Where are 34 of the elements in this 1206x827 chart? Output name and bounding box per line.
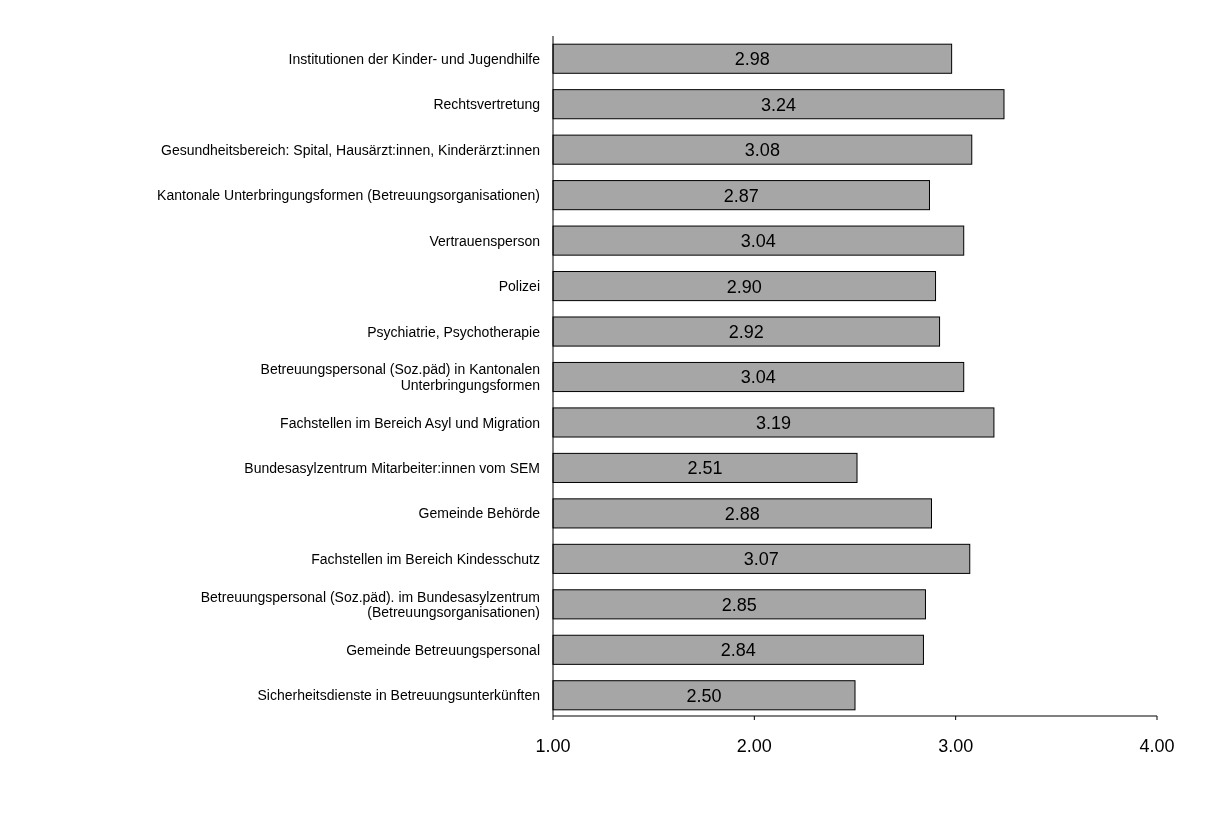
- data-label: 3.19: [755, 412, 791, 433]
- data-label: 3.24: [760, 94, 797, 115]
- y-tick-label: Gemeinde Betreuungspersonal: [346, 641, 540, 658]
- y-tick-label: Polizei: [498, 278, 540, 295]
- data-label: 2.84: [720, 640, 756, 661]
- data-label: 2.87: [723, 185, 759, 206]
- data-label: 2.90: [726, 276, 762, 297]
- y-tick-label: Betreuungspersonal (Soz.päd). im Bundesasylzentrum (Betreuungsorganisationen): [200, 588, 540, 621]
- y-tick-label: Bundesasylzentrum Mitarbeiter:innen vom SEM: [244, 459, 540, 476]
- data-label: 2.98: [734, 49, 770, 70]
- data-label: 2.85: [721, 594, 757, 615]
- x-tick-label: 3.00: [938, 736, 974, 756]
- data-label: 3.04: [740, 367, 776, 388]
- y-tick-label: Fachstellen im Bereich Asyl und Migration: [280, 414, 540, 431]
- data-label: 3.04: [740, 231, 776, 252]
- data-label: 3.07: [743, 549, 779, 570]
- y-tick-label: Gemeinde Behörde: [418, 505, 541, 522]
- y-tick-label: Fachstellen im Bereich Kindesschutz: [311, 550, 540, 567]
- x-tick-label: 1.00: [535, 736, 571, 756]
- y-tick-label: Rechtsvertretung: [433, 96, 540, 113]
- data-label: 2.51: [687, 458, 723, 479]
- y-tick-label: Kantonale Unterbringungsformen (Betreuungsorganisationen): [157, 187, 540, 204]
- data-label: 2.88: [724, 503, 760, 524]
- y-tick-label: Vertrauensperson: [429, 232, 540, 249]
- y-tick-label: Psychiatrie, Psychotherapie: [367, 323, 541, 340]
- x-tick-label: 2.00: [736, 736, 772, 756]
- data-label: 2.92: [728, 322, 764, 343]
- y-tick-label: Institutionen der Kinder- und Jugendhilfe: [288, 50, 541, 67]
- y-tick-label: Gesundheitsbereich: Spital, Hausärzt:innen, Kinderärzt:innen: [161, 141, 540, 158]
- y-tick-label: Betreuungspersonal (Soz.päd) in Kantonalen Unterbringungsformen: [260, 361, 540, 393]
- data-label: 3.08: [744, 140, 780, 161]
- x-tick-label: 4.00: [1139, 736, 1175, 756]
- y-tick-label: Sicherheitsdienste in Betreuungsunterkünften: [257, 687, 540, 704]
- data-label: 2.50: [686, 685, 722, 706]
